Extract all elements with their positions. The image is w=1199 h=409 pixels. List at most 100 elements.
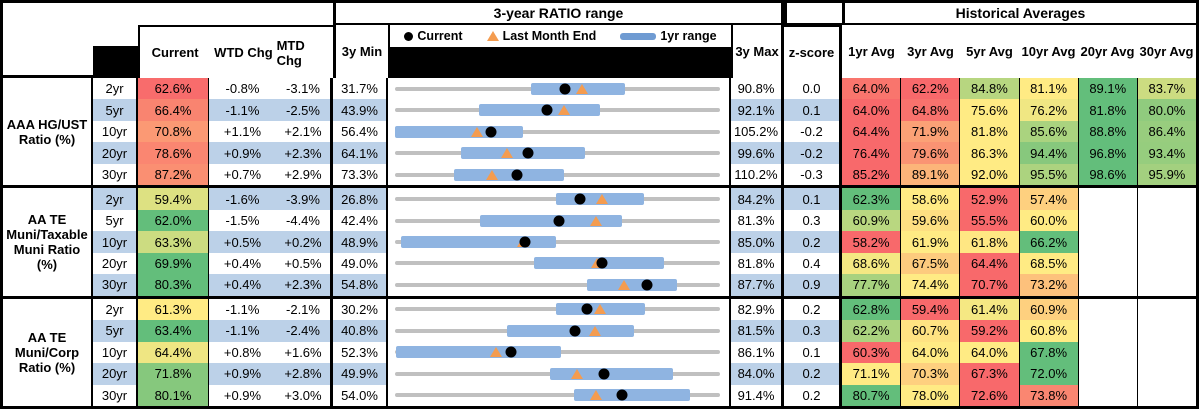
avg-cell	[1078, 384, 1138, 406]
wtd-chg-cell: +1.1%	[209, 120, 276, 143]
avg-cell: 64.0%	[901, 341, 961, 364]
avg-cell: 89.1%	[1078, 78, 1138, 100]
avg-cell: 61.8%	[960, 231, 1020, 253]
avg-cell	[1137, 231, 1196, 253]
avg-cell: 81.1%	[1019, 78, 1079, 100]
avg-cell: 60.9%	[842, 209, 902, 232]
avg-cell: 70.3%	[901, 363, 961, 385]
current-cell: 62.0%	[138, 209, 209, 232]
current-cell: 64.4%	[138, 341, 209, 364]
group-label: AA TE Muni/Corp Ratio (%)	[3, 298, 93, 406]
avg-cell	[1137, 363, 1196, 385]
max-3y-cell: 81.3%	[731, 209, 784, 232]
current-dot	[574, 193, 586, 205]
current-dot	[598, 368, 610, 380]
avg-cell: 78.0%	[901, 384, 961, 406]
last-month-end-triangle	[485, 169, 498, 180]
z-score-cell: -0.3	[784, 163, 842, 186]
table-body: AAA HG/UST Ratio (%) 2yr 62.6% -0.8% -3.1% 31…	[3, 78, 1196, 406]
min-3y-cell: 40.8%	[333, 320, 388, 342]
wtd-chg-cell: -1.1%	[209, 99, 276, 121]
current-dot	[519, 236, 531, 248]
avg-cell: 75.6%	[960, 99, 1020, 121]
min-3y-cell: 43.9%	[333, 99, 388, 121]
mtd-chg-cell: -2.5%	[276, 99, 333, 121]
avg-cell: 67.5%	[901, 252, 961, 275]
tenor-label: 10yr	[93, 120, 138, 143]
mtd-chg-cell: +2.3%	[276, 274, 333, 296]
current-cell: 63.4%	[138, 320, 209, 342]
avg-cell: 88.8%	[1078, 120, 1138, 143]
avg-cell: 86.4%	[1137, 120, 1196, 143]
avg-cell	[1078, 231, 1138, 253]
last-month-end-triangle	[500, 148, 513, 159]
one-year-range-bar	[401, 236, 557, 248]
avg-cell: 94.4%	[1019, 142, 1079, 164]
avg-cell: 95.9%	[1137, 163, 1196, 186]
range-section-title: 3-year RATIO range	[333, 3, 784, 25]
avg-cell: 60.8%	[1019, 320, 1079, 342]
max-3y-cell: 92.1%	[731, 99, 784, 121]
table-row: 5yr 63.4% -1.1% -2.4% 40.8% 81.5% 0.3 62.2% 60.7…	[93, 320, 1196, 342]
avg-cell	[1078, 341, 1138, 364]
avg-cell: 93.4%	[1137, 142, 1196, 164]
header-black-cell	[93, 46, 138, 75]
avg-cell: 89.1%	[901, 163, 961, 186]
z-score-cell: -0.2	[784, 142, 842, 164]
tenor-label: 30yr	[93, 274, 138, 296]
avg-column-header-5yr: 5yr Avg	[966, 44, 1013, 59]
mtd-chg-column-header: MTD Chg	[276, 37, 305, 68]
avg-cell: 68.6%	[842, 252, 902, 275]
avg-cell: 77.7%	[842, 274, 902, 296]
group-rows: 2yr 61.3% -1.1% -2.1% 30.2% 82.9% 0.2 62.8% 59.4…	[93, 298, 1196, 406]
range-track-area	[395, 299, 720, 320]
avg-column-header-10yr: 10yr Avg	[1021, 44, 1076, 59]
avg-cell: 76.2%	[1019, 99, 1079, 121]
avg-cell: 64.0%	[842, 78, 902, 100]
z-score-cell: 0.2	[784, 384, 842, 406]
avg-cell: 92.0%	[960, 163, 1020, 186]
last-month-end-triangle-icon	[486, 31, 499, 41]
current-cell: 78.6%	[138, 142, 209, 164]
avg-cell: 85.6%	[1019, 120, 1079, 143]
current-cell: 66.4%	[138, 99, 209, 121]
current-column-header: Current	[151, 45, 199, 60]
ratio-range-chart	[388, 209, 731, 232]
min-3y-cell: 73.3%	[333, 163, 388, 186]
range-track-area	[395, 210, 720, 231]
range-track	[395, 393, 720, 398]
avg-cell	[1137, 209, 1196, 232]
last-month-end-triangle	[470, 126, 483, 137]
ratio-range-chart	[388, 231, 731, 253]
tenor-label: 30yr	[93, 163, 138, 186]
avg-cell: 86.3%	[960, 142, 1020, 164]
table-row: 20yr 71.8% +0.9% +2.8% 49.9% 84.0% 0.2 71.1% 70.…	[93, 363, 1196, 385]
avg-cell	[1137, 384, 1196, 406]
last-month-end-triangle	[575, 83, 588, 94]
max-3y-cell: 82.9%	[731, 298, 784, 321]
z-score-cell: 0.1	[784, 99, 842, 121]
range-track-area	[395, 274, 720, 295]
one-year-range-bar	[395, 346, 562, 359]
avg-cell: 80.0%	[1137, 99, 1196, 121]
avg-cell: 79.6%	[901, 142, 961, 164]
max-3y-cell: 110.2%	[731, 163, 784, 186]
tenor-label: 2yr	[93, 78, 138, 100]
min-3y-cell: 56.4%	[333, 120, 388, 143]
tenor-label: 30yr	[93, 384, 138, 406]
avg-cell: 62.2%	[901, 78, 961, 100]
ratio-range-chart	[388, 163, 731, 186]
current-dot	[559, 83, 571, 95]
avg-cell: 68.5%	[1019, 252, 1079, 275]
current-cell: 62.6%	[138, 78, 209, 100]
avg-cell: 96.8%	[1078, 142, 1138, 164]
wtd-chg-cell: +0.8%	[209, 341, 276, 364]
wtd-chg-column-header: WTD Chg	[214, 45, 273, 60]
table-row: 10yr 64.4% +0.8% +1.6% 52.3% 86.1% 0.1 60.3% 64.…	[93, 341, 1196, 364]
avg-column-header-30yr: 30yr Avg	[1139, 44, 1194, 59]
ratio-group: AA TE Muni/Taxable Muni Ratio (%) 2yr 59.4…	[3, 188, 1196, 299]
avg-cell: 62.8%	[842, 298, 902, 321]
current-dot	[616, 389, 628, 401]
avg-cell: 64.0%	[960, 341, 1020, 364]
range-track-area	[395, 188, 720, 209]
